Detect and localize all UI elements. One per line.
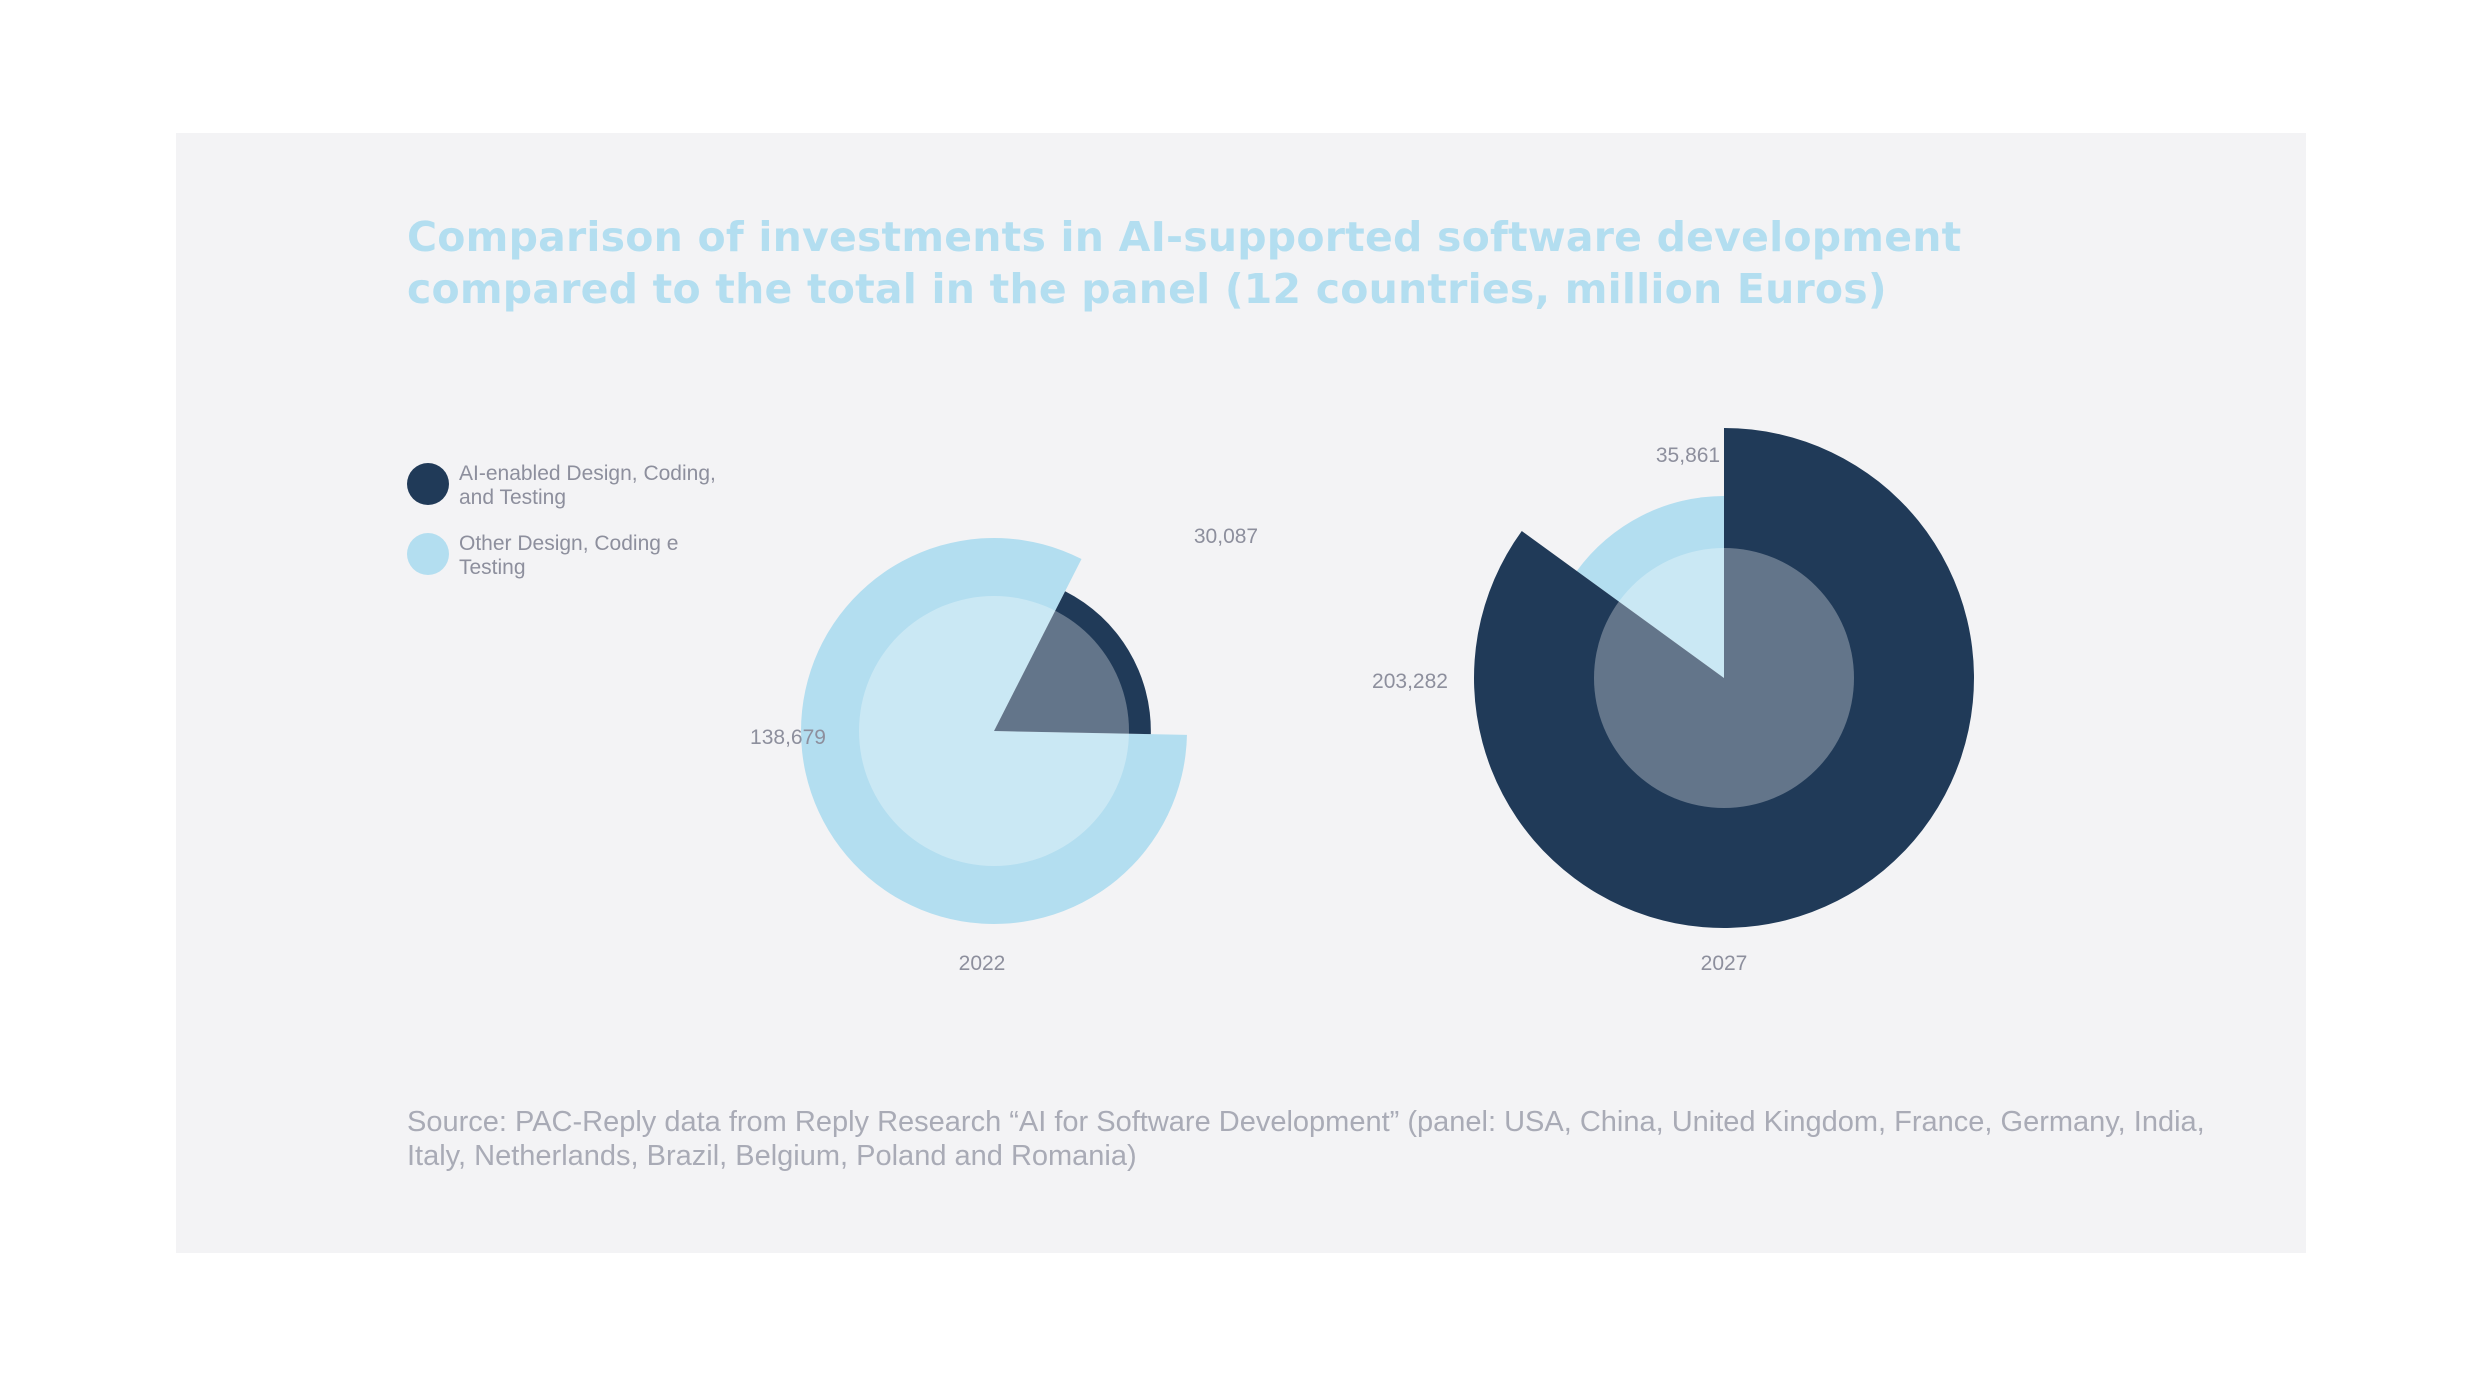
chart-title: Comparison of investments in AI-supporte… — [407, 213, 1962, 313]
legend-label-ai: AI-enabled Design, Coding, and Testing — [459, 462, 716, 509]
slice-ai-2022 — [994, 591, 1151, 735]
pie-2027 — [1474, 428, 1975, 928]
chart-card: Comparison of investments in AI-supporte… — [176, 133, 2306, 1253]
slice-other-2027 — [1576, 496, 1724, 678]
value-label-ai-2027: 203,282 — [1372, 670, 1448, 693]
slice-other-2022 — [800, 537, 1187, 924]
inner-circle-2027 — [1594, 548, 1854, 808]
radial-pie-charts: 30,087 138,679 2022 203,282 35,861 2027 — [750, 428, 1975, 975]
slice-ai-2027 — [1474, 428, 1975, 928]
legend-swatch-other — [407, 533, 449, 575]
year-label-2027: 2027 — [1701, 952, 1748, 975]
source-note: Source: PAC-Reply data from Reply Resear… — [407, 1106, 2205, 1172]
pie-2022 — [800, 537, 1187, 924]
legend-label-other: Other Design, Coding e Testing — [459, 532, 679, 579]
legend-swatch-ai — [407, 463, 449, 505]
value-label-ai-2022: 30,087 — [1194, 525, 1258, 548]
value-label-other-2022: 138,679 — [750, 726, 826, 749]
year-label-2022: 2022 — [959, 952, 1006, 975]
inner-circle-2022 — [859, 596, 1129, 866]
value-label-other-2027: 35,861 — [1656, 444, 1720, 467]
